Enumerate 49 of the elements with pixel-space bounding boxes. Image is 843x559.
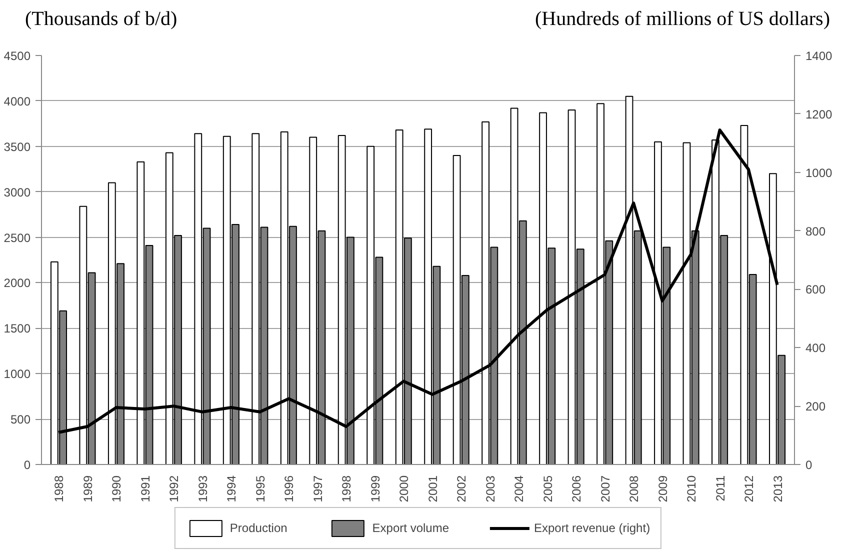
y2-tick-label: 800 xyxy=(806,224,826,238)
x-tick-label: 2013 xyxy=(770,475,785,502)
x-tick-label: 1993 xyxy=(196,475,210,502)
x-tick-label: 1992 xyxy=(167,475,182,502)
x-tick-label: 1995 xyxy=(253,475,268,502)
x-tick-label: 2008 xyxy=(627,475,642,502)
y-tick-label: 3000 xyxy=(4,185,31,200)
y-tick-label: 3500 xyxy=(4,140,31,154)
y-tick-label: 2000 xyxy=(4,276,31,290)
y2-tick-label: 0 xyxy=(806,458,812,472)
x-tick-label: 2009 xyxy=(656,475,670,502)
x-tick-label: 2002 xyxy=(454,475,469,502)
y-tick-label: 0 xyxy=(24,458,31,472)
y2-tick-label: 400 xyxy=(806,341,826,356)
x-tick-label: 1991 xyxy=(138,475,152,502)
y2-tick-label: 600 xyxy=(806,282,826,297)
x-tick-label: 2007 xyxy=(598,475,612,502)
y-tick-label: 500 xyxy=(10,412,31,427)
x-tick-label: 2006 xyxy=(570,475,584,502)
x-tick-label: 2004 xyxy=(512,475,526,502)
y-tick-label: 1500 xyxy=(4,322,31,336)
x-tick-label: 2005 xyxy=(540,475,555,502)
x-tick-label: 2012 xyxy=(742,475,756,502)
y-tick-label: 4500 xyxy=(4,49,31,63)
y-tick-label: 1000 xyxy=(4,367,31,382)
y2-axis-title: (Hundreds of millions of US dollars) xyxy=(535,7,830,32)
legend-label: Export revenue (right) xyxy=(534,520,650,534)
y-tick-label: 4000 xyxy=(4,94,31,108)
x-tick-label: 1999 xyxy=(368,475,382,502)
legend-label: Production xyxy=(230,520,288,534)
x-tick-label: 2011 xyxy=(713,475,728,502)
x-tick-label: 2003 xyxy=(483,475,498,502)
x-tick-label: 1994 xyxy=(224,475,239,502)
x-tick-label: 1989 xyxy=(80,475,95,502)
x-tick-label: 2000 xyxy=(397,475,412,502)
y2-tick-label: 1400 xyxy=(806,49,833,63)
x-tick-label: 1997 xyxy=(310,475,325,502)
x-tick-label: 1988 xyxy=(52,475,66,502)
x-tick-label: 2010 xyxy=(684,475,699,502)
x-tick-label: 2001 xyxy=(426,475,440,502)
x-tick-label: 1996 xyxy=(282,475,296,502)
x-tick-label: 1990 xyxy=(110,475,124,502)
y2-tick-label: 1000 xyxy=(806,166,833,180)
y-axis-title: (Thousands of b/d) xyxy=(25,7,178,32)
y2-tick-label: 200 xyxy=(806,400,826,414)
x-tick-label: 1998 xyxy=(340,475,354,502)
y2-tick-label: 1200 xyxy=(806,107,833,122)
legend-label: Export volume xyxy=(372,520,450,534)
y-tick-label: 2500 xyxy=(4,230,31,245)
